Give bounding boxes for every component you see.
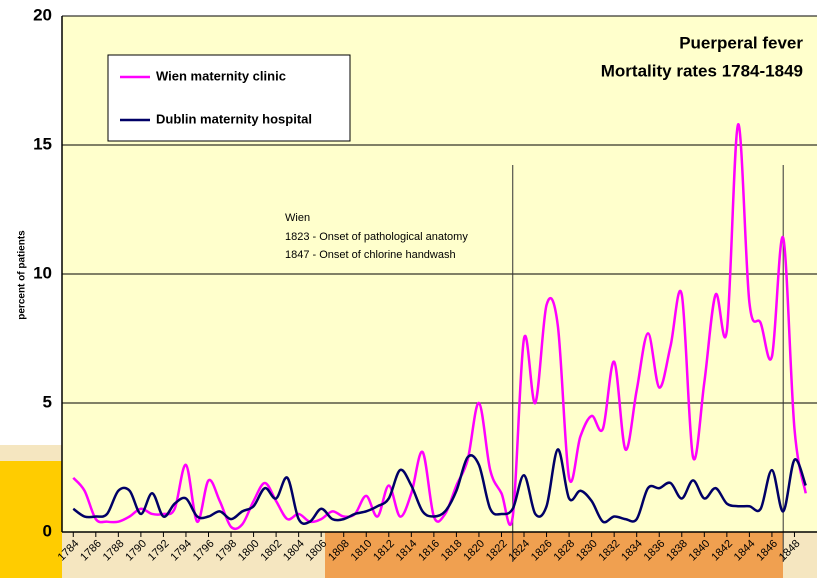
legend-items: Wien maternity clinic Dublin maternity ho… (120, 68, 312, 126)
chart-title: Puerperal fever (679, 33, 803, 52)
band (783, 532, 817, 578)
lines (72, 123, 807, 562)
chart-subtitle: Mortality rates 1784-1849 (601, 61, 803, 80)
legend-label: Wien maternity clinic (156, 68, 286, 83)
annotation: 1823 - Onset of pathological anatomy (285, 231, 468, 243)
data-line (72, 448, 807, 526)
annotation: Wien (285, 212, 310, 224)
band (325, 532, 783, 578)
legend (107, 54, 351, 142)
y-tick-label: 10 (33, 263, 52, 282)
y-tick-label: 20 (33, 5, 52, 24)
y-tick-label: 0 (43, 521, 52, 540)
legend-label: Dublin maternity hospital (156, 111, 312, 126)
band (0, 445, 62, 461)
band (0, 461, 62, 578)
band (62, 532, 325, 578)
y-tick-label: 5 (43, 392, 52, 411)
y-tick-label: 15 (33, 134, 52, 153)
annotation: 1847 - Onset of chlorine handwash (285, 249, 456, 261)
y-axis-label: percent of patients (17, 230, 28, 320)
data-line (72, 123, 807, 531)
